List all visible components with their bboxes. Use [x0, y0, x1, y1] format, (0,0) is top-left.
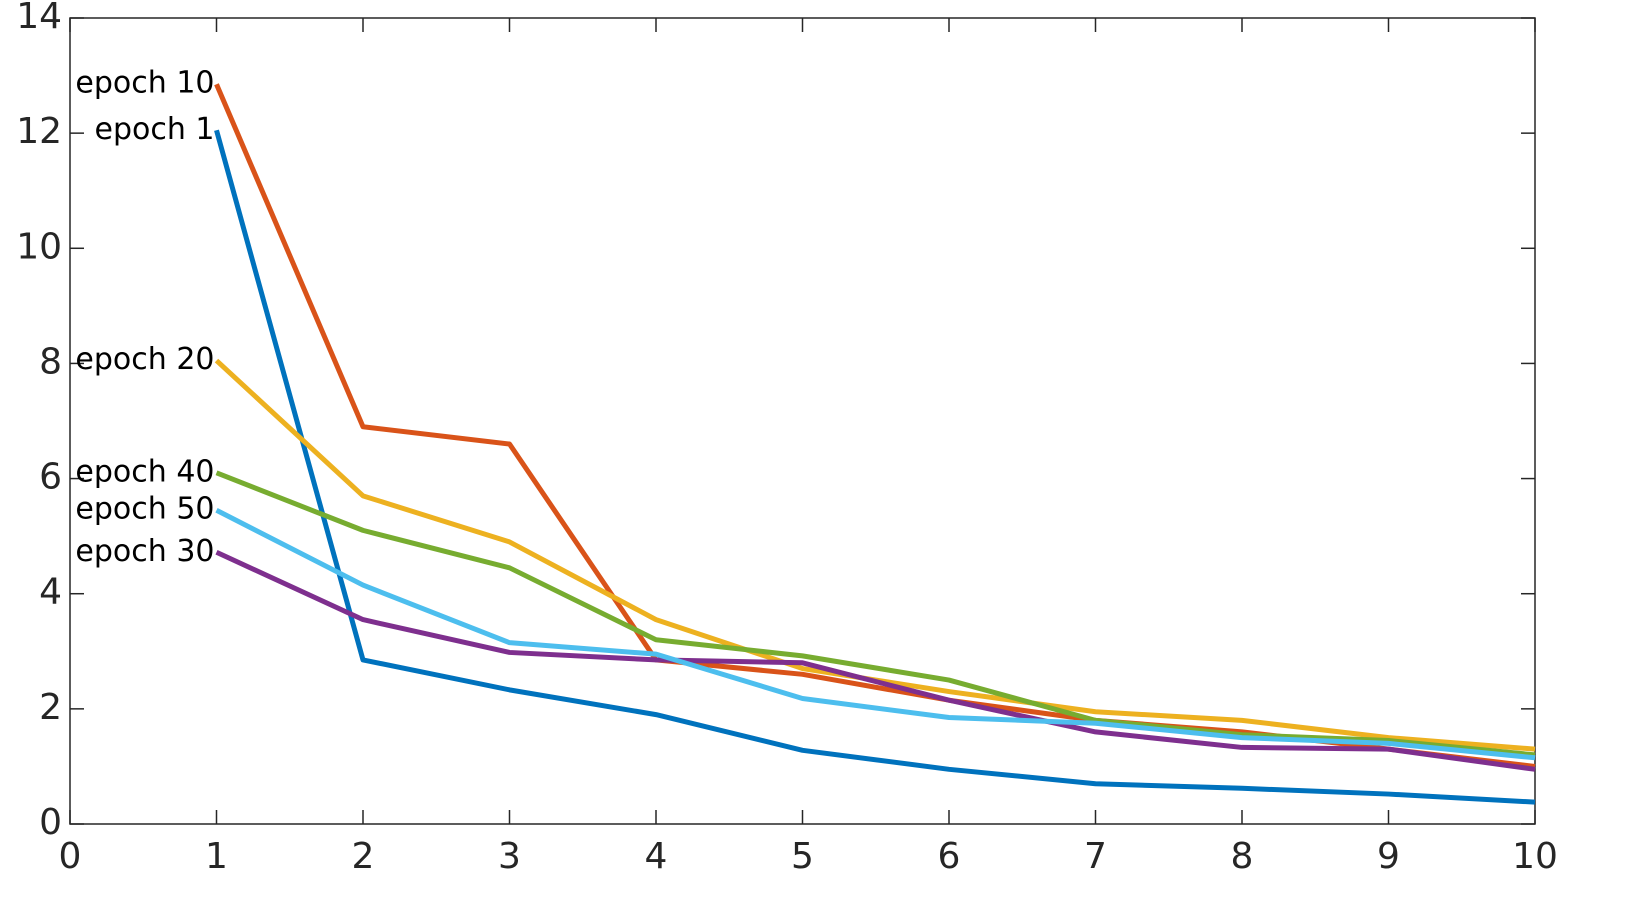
y-tick-label: 12 [16, 111, 62, 152]
y-tick-label: 2 [39, 687, 62, 728]
series-label: epoch 30 [75, 534, 214, 569]
x-tick-label: 0 [59, 836, 82, 877]
x-tick-label: 7 [1084, 836, 1107, 877]
series-label: epoch 1 [95, 112, 215, 147]
x-tick-label: 6 [938, 836, 961, 877]
series-label: epoch 50 [75, 492, 214, 527]
series-line [214, 129, 1536, 805]
series-line [215, 470, 1536, 758]
series-line [215, 549, 1536, 772]
plot-box [69, 17, 1536, 825]
x-tick-label: 5 [791, 836, 814, 877]
y-tick-label: 0 [39, 802, 62, 843]
series-label: epoch 40 [75, 454, 214, 489]
series-label: epoch 20 [75, 342, 214, 377]
series-label: epoch 10 [75, 66, 214, 101]
x-tick-label: 8 [1231, 836, 1254, 877]
series-line [215, 508, 1536, 761]
y-tick-label: 6 [39, 457, 62, 498]
y-tick-label: 14 [16, 0, 62, 37]
x-tick-label: 3 [498, 836, 521, 877]
x-tick-label: 10 [1512, 836, 1558, 877]
x-tick-label: 9 [1377, 836, 1400, 877]
x-tick-label: 2 [352, 836, 375, 877]
y-tick-label: 8 [39, 341, 62, 382]
y-tick-label: 10 [16, 226, 62, 267]
x-tick-label: 4 [645, 836, 668, 877]
y-tick-label: 4 [39, 572, 62, 613]
x-tick-label: 1 [205, 836, 228, 877]
